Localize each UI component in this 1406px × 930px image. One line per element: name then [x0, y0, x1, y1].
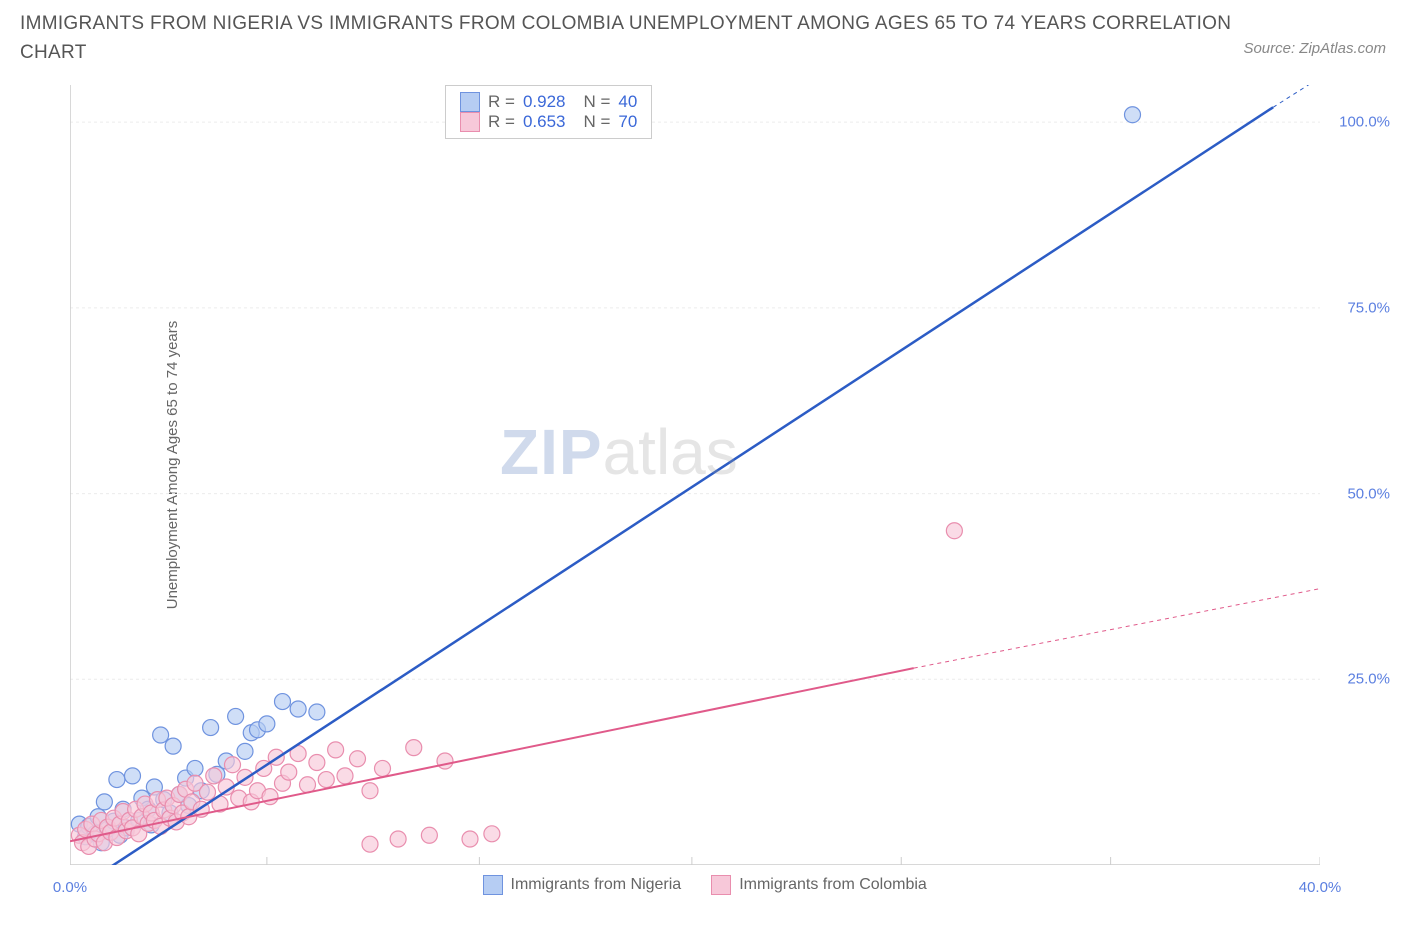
- legend-label: Immigrants from Nigeria: [511, 876, 682, 894]
- stat-swatch: [460, 92, 480, 112]
- chart-area: ZIPatlas R =0.928N =40R =0.653N =70 Immi…: [70, 85, 1320, 865]
- chart-title: IMMIGRANTS FROM NIGERIA VS IMMIGRANTS FR…: [20, 10, 1246, 67]
- scatter-plot-svg: [70, 85, 1320, 865]
- stat-r-label: R =: [488, 112, 515, 132]
- stat-swatch: [460, 112, 480, 132]
- stat-row: R = 0.928 N = 40: [460, 92, 637, 112]
- x-tick-label: 0.0%: [53, 879, 87, 896]
- stat-r-value: 0.928: [523, 92, 566, 112]
- stat-r-label: R =: [488, 92, 515, 112]
- stat-row: R = 0.653 N = 70: [460, 112, 637, 132]
- legend-swatch: [711, 875, 731, 895]
- legend-item: Immigrants from Colombia: [711, 875, 927, 895]
- stat-box: R = 0.928 N = 40 R = 0.653 N = 70: [445, 85, 652, 139]
- y-tick-label: 50.0%: [1347, 485, 1390, 502]
- y-tick-label: 100.0%: [1339, 114, 1390, 131]
- stat-n-label: N =: [583, 92, 610, 112]
- source-attribution: Source: ZipAtlas.com: [1243, 40, 1386, 57]
- stat-n-label: N =: [583, 112, 610, 132]
- y-tick-label: 25.0%: [1347, 671, 1390, 688]
- legend-label: Immigrants from Colombia: [739, 876, 927, 894]
- y-tick-label: 75.0%: [1347, 299, 1390, 316]
- x-tick-label: 40.0%: [1299, 879, 1342, 896]
- legend-item: Immigrants from Nigeria: [483, 875, 682, 895]
- stat-r-value: 0.653: [523, 112, 566, 132]
- stat-n-value: 40: [618, 92, 637, 112]
- stat-n-value: 70: [618, 112, 637, 132]
- legend-swatch: [483, 875, 503, 895]
- legend-bottom: Immigrants from Nigeria Immigrants from C…: [483, 875, 927, 895]
